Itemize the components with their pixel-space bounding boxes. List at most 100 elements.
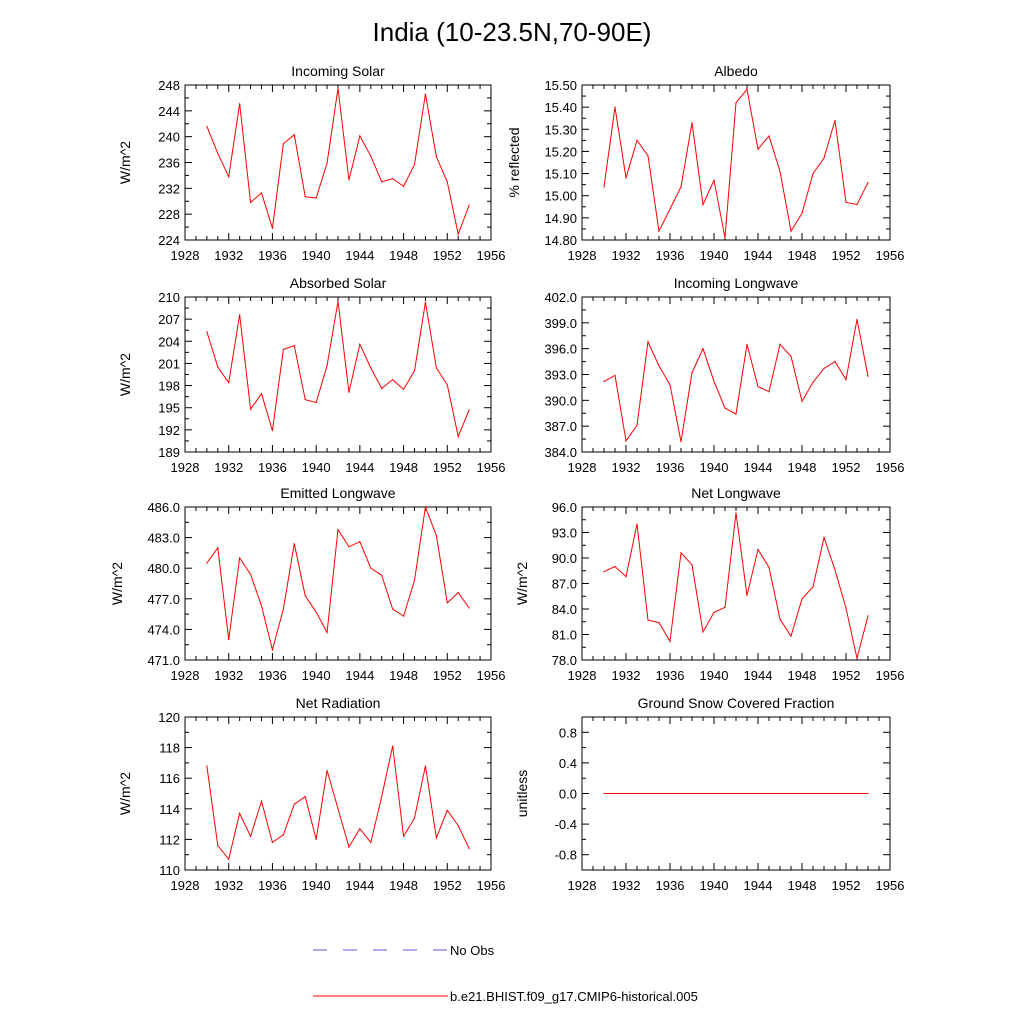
data-point [359,828,361,830]
series-line [206,505,470,652]
panel-title: Ground Snow Covered Fraction [638,695,835,711]
panel-title: Albedo [714,63,758,79]
x-tick-label: 1944 [345,668,374,683]
y-tick-label: 486.0 [147,500,180,515]
legend-obs-label: No Obs [450,943,495,958]
data-point [228,382,230,384]
data-point [228,858,230,860]
y-tick-label: 396.0 [544,342,577,357]
x-tick-label: 1952 [433,248,462,263]
data-point [702,631,704,633]
data-point [823,157,825,159]
y-tick-label: 228 [158,207,180,222]
x-tick-label: 1948 [389,460,418,475]
data-point [370,367,372,369]
data-point [457,592,459,594]
data-point [249,201,252,204]
y-tick-label: 402.0 [544,290,577,305]
x-tick-label: 1952 [433,878,462,893]
x-tick-label: 1940 [700,460,729,475]
data-point [779,618,781,620]
y-tick-label: 0.4 [559,756,577,771]
y-tick-label: 116 [159,771,180,786]
data-point [206,562,208,564]
y-axis-label: W/m^2 [117,772,133,815]
data-point [271,649,274,651]
x-tick-label: 1936 [656,460,685,475]
data-point [779,343,781,345]
data-point [823,367,825,370]
x-tick-label: 1936 [258,878,287,893]
data-point [424,93,427,95]
data-point [636,523,638,525]
data-point [625,576,627,578]
y-tick-label: 390.0 [544,393,577,408]
data-point [790,230,792,232]
data-point [812,381,814,383]
legend: No Obs b.e21.BHIST.f09_g17.CMIP6-histori… [313,943,698,1004]
y-axis-label: W/m^2 [117,353,133,396]
x-tick-label: 1936 [258,460,287,475]
y-tick-label: 81.0 [552,628,577,643]
y-tick-label: -0.8 [555,848,577,863]
data-point [647,619,649,621]
data-point [812,586,814,588]
data-point [468,847,470,850]
panel-incoming-longwave: 1928 1932 1936 1940 1944 1948 1952 1956 384.0 387… [544,275,904,475]
x-tick-label: 1936 [258,668,287,683]
y-tick-label: 195 [158,401,180,416]
data-point [746,88,748,91]
data-point [724,237,726,239]
x-tick-label: 1928 [171,878,200,893]
data-point [370,567,372,569]
x-tick-label: 1956 [477,248,506,263]
x-tick-label: 1956 [477,668,506,683]
data-point [304,795,306,798]
y-tick-label: 240 [158,130,180,145]
y-axis-label: unitless [514,770,530,817]
data-point [260,605,263,607]
data-point [823,537,825,539]
data-point [217,844,219,847]
data-point [468,409,470,411]
data-point [348,546,350,548]
y-tick-label: 84.0 [552,602,577,617]
data-point [834,569,836,571]
panel-title: Net Longwave [691,485,781,501]
series-line [206,301,470,439]
data-point [402,185,405,187]
data-point [867,375,869,377]
y-tick-label: 93.0 [552,526,577,541]
data-point [691,564,693,566]
data-point [614,792,616,795]
x-tick-label: 1940 [700,878,729,893]
data-point [801,212,803,215]
x-tick-label: 1940 [700,668,729,683]
data-point [413,370,416,372]
data-point [658,792,660,795]
y-tick-label: 15.00 [544,189,577,204]
y-tick-label: 384.0 [544,445,577,460]
data-point [746,343,748,345]
data-point [293,543,295,545]
data-point [249,835,252,837]
data-point [435,534,437,537]
data-point [790,792,792,795]
data-point [691,792,693,795]
data-point [867,792,869,795]
x-tick-label: 1956 [876,460,905,475]
series-line [206,88,470,236]
data-point [348,846,350,848]
y-tick-label: 198 [158,379,180,394]
x-tick-label: 1940 [302,668,331,683]
data-point [680,441,682,443]
data-point [625,792,627,795]
data-point [457,435,459,438]
y-tick-label: 96.0 [552,500,577,515]
panel-ground-snow: 1928 1932 1936 1940 1944 1948 1952 1956 -0.8 -0.4… [514,695,904,893]
data-point [713,792,715,795]
data-point [713,380,715,382]
y-tick-label: 210 [158,290,180,305]
data-point [856,318,858,320]
data-point [326,631,328,634]
